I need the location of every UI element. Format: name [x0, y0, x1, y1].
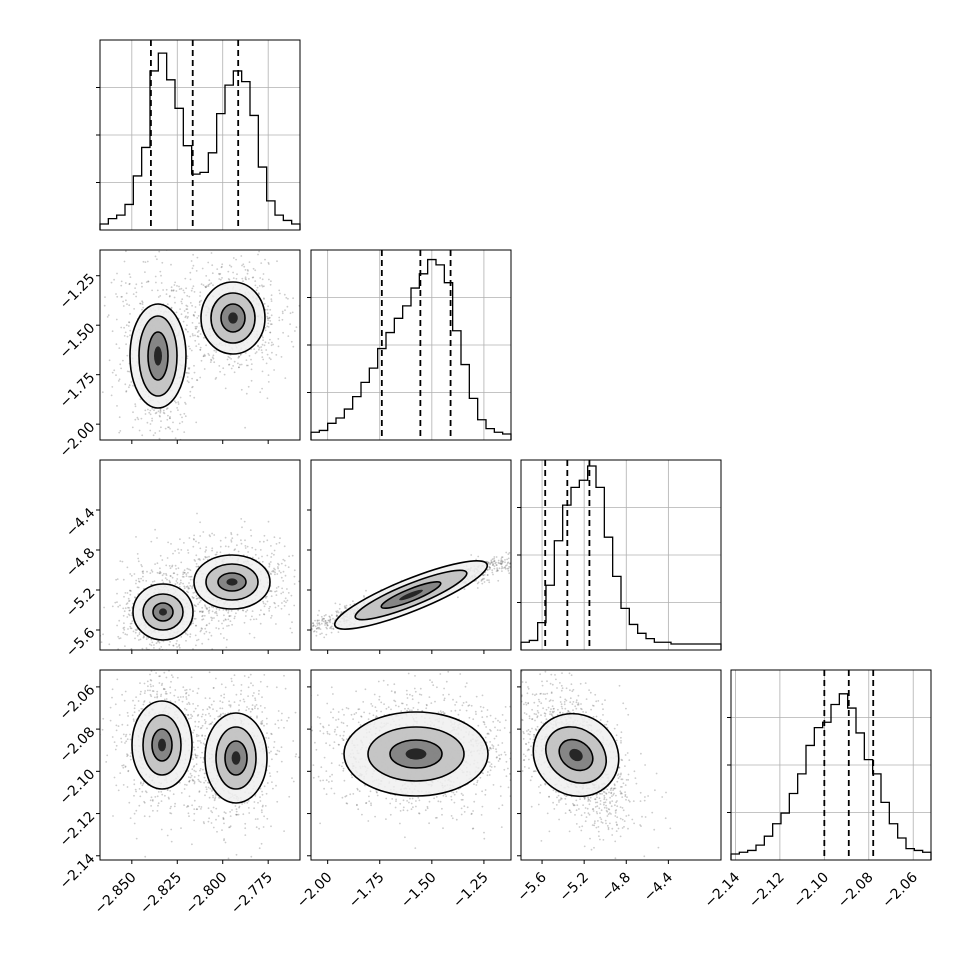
contour-level-2 — [205, 563, 259, 601]
contour-level-3 — [343, 711, 489, 797]
y-tick-label: −4.4 — [63, 505, 98, 540]
contour-level-1 — [147, 331, 169, 381]
density-fill — [133, 555, 270, 640]
contour-level-1 — [389, 739, 443, 769]
x-tick-label: −5.6 — [515, 869, 550, 904]
contour-level-2 — [142, 714, 182, 776]
contour-level-2 — [138, 315, 178, 397]
panel-frame — [310, 249, 512, 441]
scatter-panel-3-1 — [96, 459, 301, 654]
y-tick-label: −2.14 — [57, 851, 99, 893]
contour-level-3 — [132, 583, 194, 641]
x-tick-label: −1.75 — [346, 870, 388, 912]
contour-level-1 — [217, 572, 247, 592]
x-tick-label: −2.850 — [92, 870, 140, 918]
panel-background — [100, 460, 300, 650]
x-tick-label: −2.00 — [294, 870, 336, 912]
contour-level-1 — [380, 580, 442, 610]
contour-level-2 — [210, 292, 256, 344]
density-fill — [132, 701, 267, 803]
x-tick-label: −2.825 — [137, 870, 185, 918]
histogram-step-line — [310, 258, 512, 440]
y-tick-label: −1.75 — [57, 370, 99, 412]
y-tick-label: −1.25 — [57, 271, 99, 313]
x-tick-label: −4.8 — [599, 870, 634, 905]
contour-level-3 — [129, 303, 187, 409]
contour-level-3 — [532, 712, 620, 798]
contour-level-1 — [224, 740, 248, 776]
scatter-panel-4-3 — [517, 669, 722, 864]
y-tick-label: −2.12 — [57, 809, 99, 851]
histogram-panel-4 — [727, 669, 932, 861]
y-tick-label: −1.50 — [57, 320, 99, 362]
panel-frame — [520, 459, 722, 651]
x-tick-label: −4.4 — [641, 869, 676, 904]
contour-level-2 — [545, 726, 607, 784]
panel-frame — [310, 669, 512, 861]
contour-level-3 — [200, 281, 266, 355]
x-tick-label: −1.25 — [450, 870, 492, 912]
histogram-step-line — [730, 693, 932, 860]
x-tick-label: −2.775 — [228, 870, 276, 918]
density-fill — [344, 712, 488, 796]
histogram-panel-3 — [517, 459, 722, 651]
x-tick-label: −2.08 — [835, 870, 877, 912]
y-tick-label: −2.06 — [57, 682, 99, 724]
contour-level-1 — [558, 738, 594, 772]
density-fill — [533, 713, 619, 797]
contour-level-2 — [142, 593, 184, 631]
x-tick-label: −2.10 — [791, 870, 833, 912]
y-tick-label: −5.2 — [63, 585, 98, 620]
x-tick-label: −1.50 — [398, 870, 440, 912]
histogram-panel-2 — [307, 249, 512, 441]
contour-level-3 — [193, 554, 271, 610]
panel-frame — [310, 459, 512, 651]
panel-frame — [520, 669, 722, 861]
contour-level-1 — [152, 602, 174, 622]
x-tick-label: −2.12 — [746, 870, 788, 912]
histogram-panel-1 — [96, 39, 301, 231]
scatter-panel-2-1 — [96, 249, 301, 444]
contour-level-2 — [215, 726, 257, 790]
y-tick-label: −2.08 — [57, 724, 99, 766]
histogram-step-line — [99, 52, 301, 230]
x-tick-label: −2.800 — [183, 870, 231, 918]
scatter-panel-3-2 — [307, 459, 512, 654]
scatter-panel-4-1 — [96, 669, 301, 864]
contour-level-3 — [131, 700, 193, 790]
panel-frame — [99, 459, 301, 651]
y-tick-label: −5.6 — [63, 625, 98, 660]
x-tick-label: −2.06 — [879, 869, 921, 911]
panel-background — [100, 670, 300, 860]
y-tick-label: −2.10 — [57, 766, 99, 808]
panel-frame — [730, 669, 932, 861]
panel-frame — [99, 39, 301, 231]
density-fill — [334, 560, 488, 630]
y-tick-label: −4.8 — [63, 545, 98, 580]
contour-level-2 — [354, 569, 468, 621]
panel-frame — [99, 669, 301, 861]
scatter-panel-4-2 — [307, 669, 512, 864]
panel-frame — [99, 249, 301, 441]
histogram-step-line — [520, 465, 722, 650]
contour-level-1 — [220, 303, 246, 333]
y-tick-label: −2.00 — [57, 419, 99, 461]
contour-level-3 — [333, 560, 489, 630]
x-tick-label: −5.2 — [557, 870, 592, 905]
contour-level-2 — [367, 726, 465, 782]
x-tick-label: −2.14 — [702, 869, 744, 911]
contour-level-1 — [151, 728, 173, 762]
contour-level-3 — [204, 712, 268, 804]
